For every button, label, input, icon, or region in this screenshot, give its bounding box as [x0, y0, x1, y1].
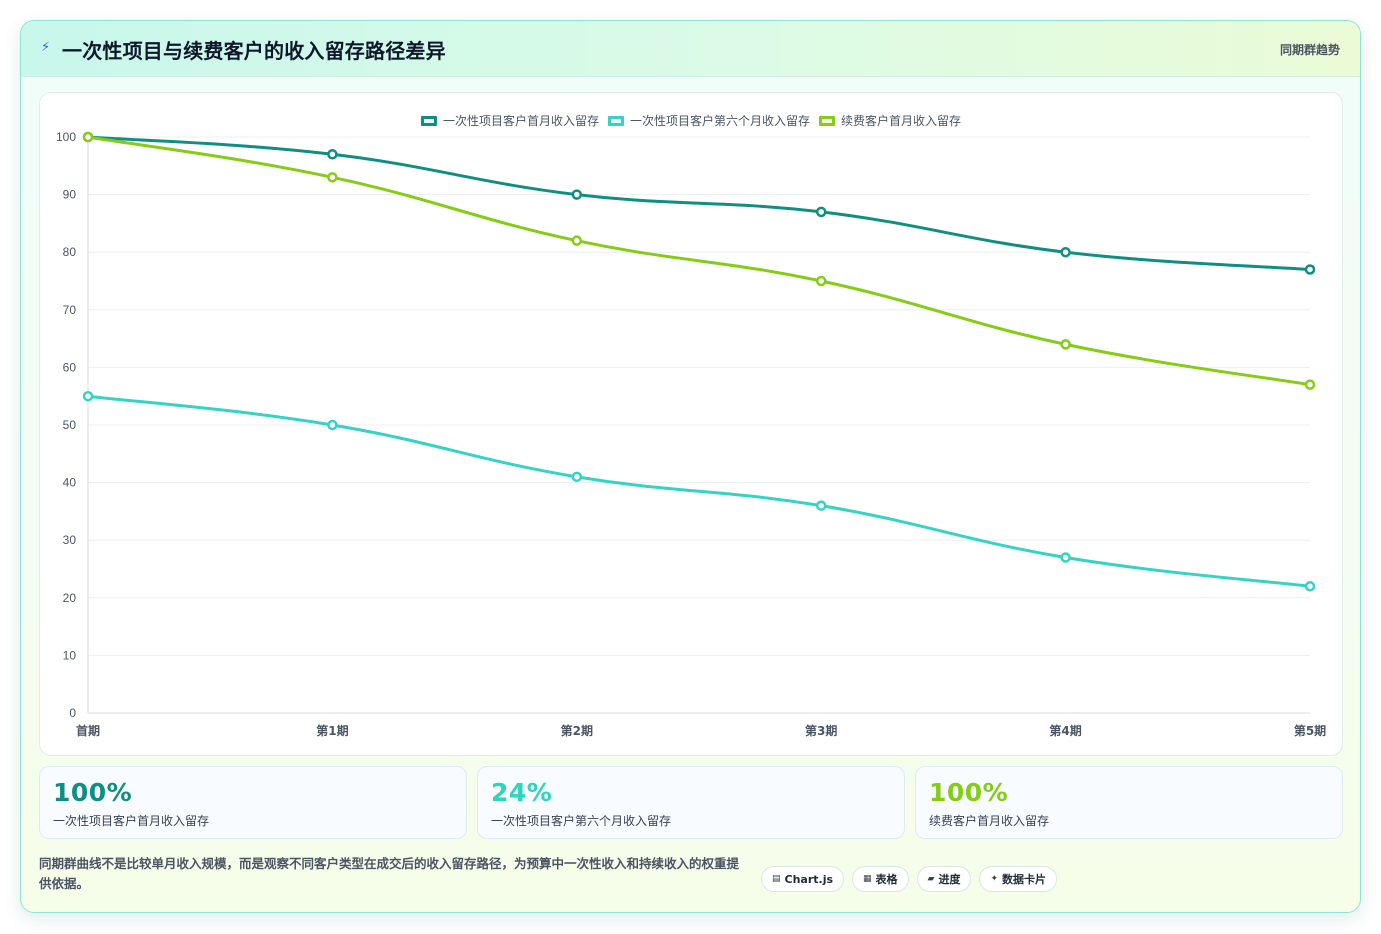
data-point	[327, 419, 338, 431]
chip-label: 表格	[875, 873, 898, 886]
y-tick-label: 40	[63, 476, 77, 490]
legend-item[interactable]: 一次性项目客户第六个月收入留存	[607, 112, 810, 129]
chart-legend: 一次性项目客户首月收入留存 一次性项目客户第六个月收入留存 续费客户首月收入留存	[40, 112, 1342, 129]
stat-label: 续费客户首月收入留存	[929, 814, 1050, 828]
x-tick-label: 首期	[76, 723, 100, 738]
stat-value: 100%	[53, 778, 133, 807]
x-tick-label: 第5期	[1294, 723, 1326, 738]
footnote: 同期群曲线不是比较单月收入规模，而是观察不同客户类型在成交后的收入留存路径，为预…	[39, 856, 740, 891]
x-tick-label: 第4期	[1049, 723, 1081, 738]
data-point	[1060, 552, 1071, 563]
card-header: ⚡ 一次性项目与续费客户的收入留存路径差异 同期群趋势	[21, 21, 1360, 77]
y-tick-label: 90	[63, 188, 77, 202]
stat-label: 一次性项目客户首月收入留存	[53, 814, 210, 828]
y-tick-label: 80	[63, 245, 77, 259]
stat-value: 24%	[491, 778, 553, 807]
chip-label: 进度	[938, 873, 961, 886]
data-point	[1304, 581, 1316, 592]
chip-label: Chart.js	[784, 872, 834, 886]
chart-panel: 一次性项目客户首月收入留存 一次性项目客户第六个月收入留存 续费客户首月收入留存…	[39, 92, 1343, 756]
legend-item[interactable]: 一次性项目客户首月收入留存	[420, 112, 599, 129]
data-point	[571, 235, 583, 246]
progress-icon: ▰	[927, 874, 935, 884]
y-tick-label: 70	[63, 303, 77, 317]
chip-progress[interactable]: ▰ 进度	[916, 866, 972, 892]
data-point	[327, 149, 338, 160]
y-tick-label: 50	[63, 418, 77, 432]
chip-label: 数据卡片	[1002, 873, 1047, 886]
data-point	[1304, 264, 1316, 275]
legend-label: 续费客户首月收入留存	[841, 114, 962, 128]
series-line	[87, 394, 1311, 588]
line-chart: 0 10 20 30 40 50 60 70 80 90 100 首期 第1期 第2期 第3期 第4期 第5期	[56, 130, 1326, 738]
data-point	[1304, 379, 1316, 390]
y-tick-label: 0	[69, 706, 76, 720]
x-tick-label: 第1期	[316, 723, 348, 738]
series-line	[87, 135, 1311, 387]
y-tick-label: 60	[63, 360, 77, 374]
data-point	[82, 390, 94, 402]
legend-swatch	[819, 115, 835, 126]
chart-card: ⚡ 一次性项目与续费客户的收入留存路径差异 同期群趋势 一次性项目客户首月收入留…	[20, 20, 1361, 913]
stat-value: 100%	[929, 778, 1009, 807]
legend-swatch	[420, 115, 437, 126]
stat-card: 24% 一次性项目客户第六个月收入留存	[477, 766, 905, 839]
legend-item[interactable]: 续费客户首月收入留存	[819, 112, 961, 129]
legend-label: 一次性项目客户首月收入留存	[442, 114, 599, 128]
stat-label: 一次性项目客户第六个月收入留存	[491, 814, 672, 828]
y-tick-label: 10	[63, 648, 77, 662]
y-tick-label: 20	[63, 591, 77, 605]
chip-data-card[interactable]: ✦ 数据卡片	[979, 866, 1058, 892]
data-point	[815, 275, 827, 287]
data-point	[815, 206, 827, 218]
data-point	[815, 500, 827, 511]
x-tick-label: 第3期	[805, 723, 837, 738]
header-tag: 同期群趋势	[1279, 43, 1340, 57]
x-tick-label: 第2期	[561, 723, 593, 738]
legend-label: 一次性项目客户第六个月收入留存	[629, 114, 810, 128]
sparkle-icon: ✦	[990, 874, 999, 884]
tech-chips: ▤ Chart.js ▦ 表格 ▰ 进度 ✦ 数据卡片	[761, 866, 1058, 892]
data-point	[1060, 246, 1071, 258]
data-point	[327, 172, 338, 183]
chip-table[interactable]: ▦ 表格	[852, 866, 909, 892]
data-point	[82, 131, 94, 143]
data-point	[571, 471, 583, 483]
legend-swatch	[607, 115, 624, 126]
stat-card: 100% 一次性项目客户首月收入留存	[39, 766, 467, 839]
chip-chartjs[interactable]: ▤ Chart.js	[761, 866, 845, 892]
series-line	[87, 135, 1311, 271]
stat-card: 100% 续费客户首月收入留存	[915, 766, 1343, 839]
lightning-icon: ⚡	[41, 40, 51, 55]
stat-cards: 100% 一次性项目客户首月收入留存 24% 一次性项目客户第六个月收入留存 1…	[39, 766, 1343, 839]
card-title: 一次性项目与续费客户的收入留存路径差异	[62, 39, 446, 63]
data-point	[1060, 339, 1071, 350]
chart-icon: ▤	[772, 874, 781, 884]
table-icon: ▦	[863, 874, 872, 884]
y-tick-label: 30	[63, 533, 77, 547]
y-tick-label: 100	[56, 130, 76, 144]
data-point	[571, 189, 583, 200]
